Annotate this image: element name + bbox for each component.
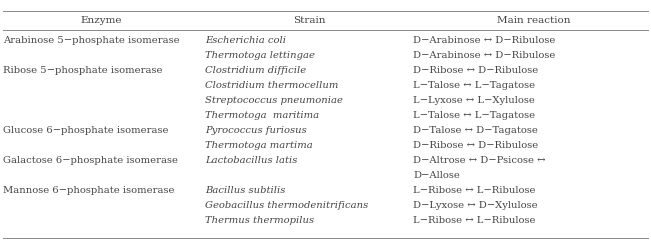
Text: Thermotoga  maritima: Thermotoga maritima [205, 111, 319, 120]
Text: D−Allose: D−Allose [413, 171, 460, 180]
Text: L−Ribose ↔ L−Ribulose: L−Ribose ↔ L−Ribulose [413, 186, 536, 195]
Text: Enzyme: Enzyme [80, 16, 122, 25]
Text: D−Altrose ↔ D−Psicose ↔: D−Altrose ↔ D−Psicose ↔ [413, 156, 546, 165]
Text: L−Talose ↔ L−Tagatose: L−Talose ↔ L−Tagatose [413, 81, 536, 90]
Text: Mannose 6−phosphate isomerase: Mannose 6−phosphate isomerase [3, 186, 174, 195]
Text: Streptococcus pneumoniae: Streptococcus pneumoniae [205, 96, 343, 105]
Text: D−Arabinose ↔ D−Ribulose: D−Arabinose ↔ D−Ribulose [413, 35, 556, 45]
Text: Arabinose 5−phosphate isomerase: Arabinose 5−phosphate isomerase [3, 35, 180, 45]
Text: Pyrococcus furiosus: Pyrococcus furiosus [205, 126, 307, 135]
Text: Clostridium thermocellum: Clostridium thermocellum [205, 81, 339, 90]
Text: L−Ribose ↔ L−Ribulose: L−Ribose ↔ L−Ribulose [413, 216, 536, 226]
Text: Main reaction: Main reaction [497, 16, 570, 25]
Text: Escherichia coli: Escherichia coli [205, 35, 286, 45]
Text: Thermotoga martima: Thermotoga martima [205, 141, 313, 150]
Text: L−Lyxose ↔ L−Xylulose: L−Lyxose ↔ L−Xylulose [413, 96, 535, 105]
Text: Bacillus subtilis: Bacillus subtilis [205, 186, 285, 195]
Text: D−Talose ↔ D−Tagatose: D−Talose ↔ D−Tagatose [413, 126, 538, 135]
Text: Galactose 6−phosphate isomerase: Galactose 6−phosphate isomerase [3, 156, 178, 165]
Text: D−Lyxose ↔ D−Xylulose: D−Lyxose ↔ D−Xylulose [413, 201, 538, 210]
Text: D−Ribose ↔ D−Ribulose: D−Ribose ↔ D−Ribulose [413, 66, 538, 75]
Text: Lactobacillus latis: Lactobacillus latis [205, 156, 298, 165]
Text: Ribose 5−phosphate isomerase: Ribose 5−phosphate isomerase [3, 66, 163, 75]
Text: D−Arabinose ↔ D−Ribulose: D−Arabinose ↔ D−Ribulose [413, 51, 556, 60]
Text: L−Talose ↔ L−Tagatose: L−Talose ↔ L−Tagatose [413, 111, 536, 120]
Text: D−Ribose ↔ D−Ribulose: D−Ribose ↔ D−Ribulose [413, 141, 538, 150]
Text: Strain: Strain [293, 16, 326, 25]
Text: Geobacillus thermodenitrificans: Geobacillus thermodenitrificans [205, 201, 368, 210]
Text: Glucose 6−phosphate isomerase: Glucose 6−phosphate isomerase [3, 126, 169, 135]
Text: Clostridium difficile: Clostridium difficile [205, 66, 306, 75]
Text: Thermus thermopilus: Thermus thermopilus [205, 216, 314, 226]
Text: Thermotoga lettingae: Thermotoga lettingae [205, 51, 315, 60]
